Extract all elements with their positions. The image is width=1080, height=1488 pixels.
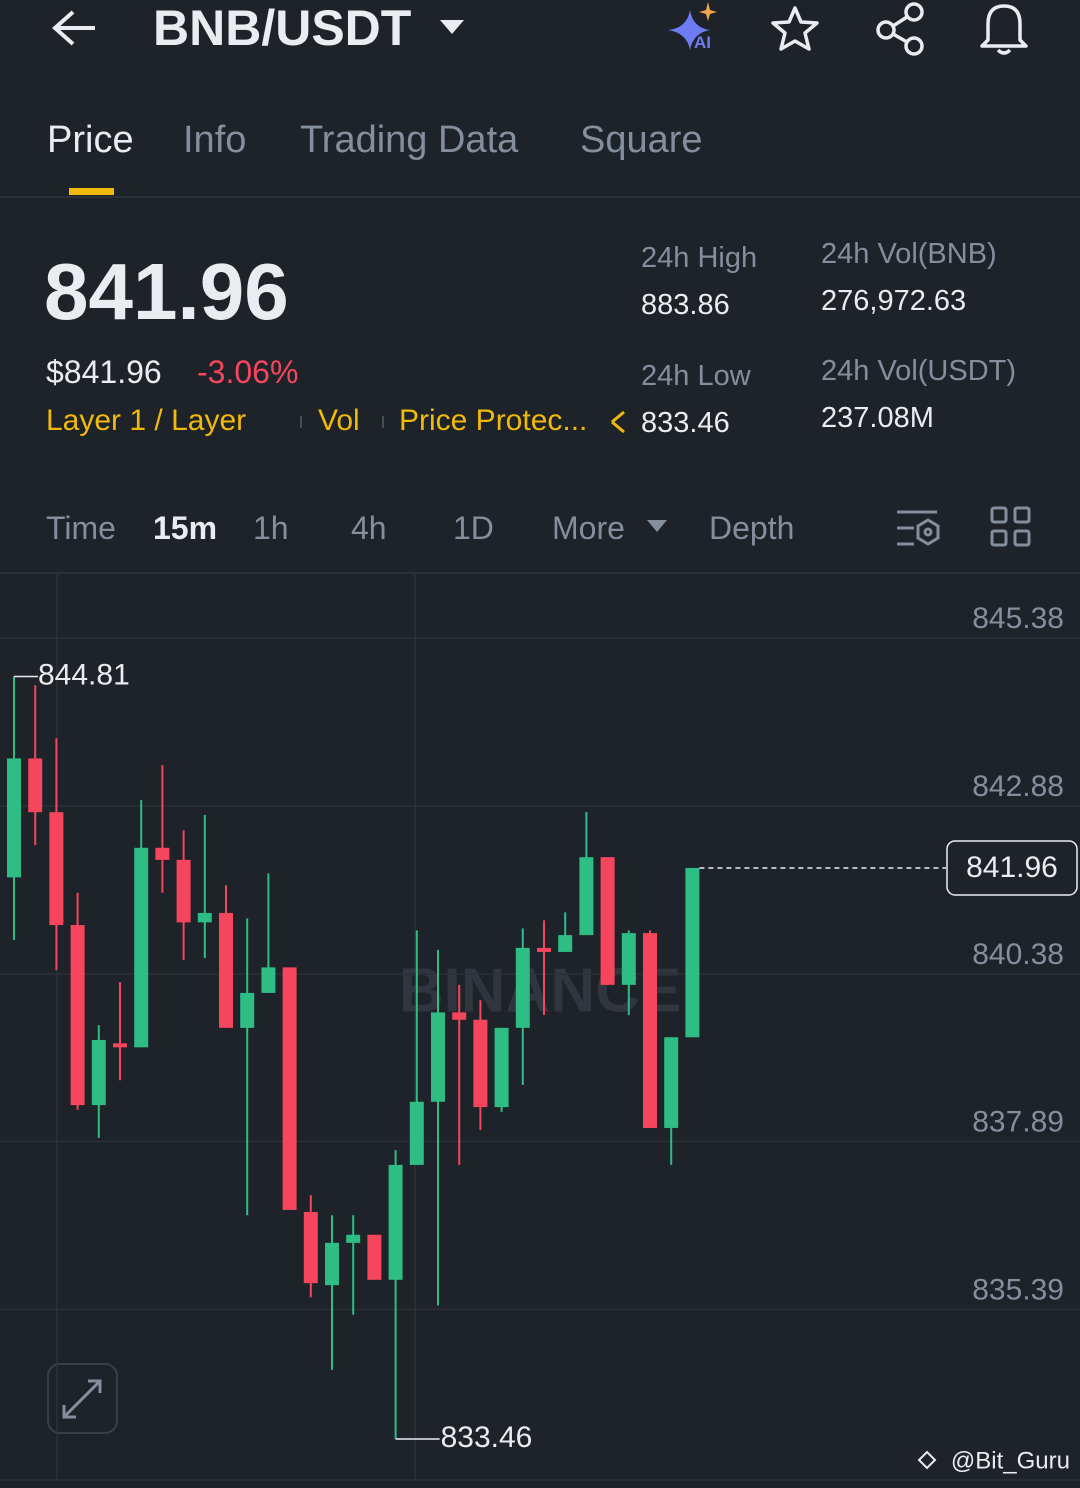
y-tick-label: 835.39 <box>972 1273 1064 1306</box>
last-price: 841.96 <box>44 247 289 336</box>
candle-body <box>176 859 191 923</box>
ai-icon[interactable] <box>668 10 710 50</box>
pair-dropdown[interactable] <box>440 20 464 34</box>
tag[interactable]: Price Protec... <box>399 404 588 437</box>
tag-arrow <box>611 410 625 434</box>
candle-body <box>155 847 170 860</box>
y-tick-label: 840.38 <box>972 938 1064 971</box>
favorite-icon[interactable] <box>771 6 819 51</box>
stat-label: 24h Low <box>641 360 751 392</box>
candle-body <box>49 812 64 926</box>
candle-body <box>579 857 594 936</box>
tab-indicator <box>69 188 114 195</box>
tab[interactable]: Price <box>47 119 134 161</box>
interval[interactable]: Depth <box>709 510 795 546</box>
candle-body <box>28 758 43 813</box>
interval[interactable]: Time <box>46 510 116 546</box>
layout-icon[interactable] <box>990 506 1031 547</box>
candle-body <box>685 867 700 1038</box>
back-arrow[interactable] <box>51 10 95 46</box>
pair[interactable]: BNB/USDT <box>153 0 412 56</box>
stat-label: 24h Vol(USDT) <box>821 355 1017 387</box>
candle-body <box>473 1019 488 1108</box>
tag[interactable]: Layer 1 / Layer <box>46 404 247 437</box>
fullscreen-button[interactable] <box>47 1363 118 1434</box>
candle-body <box>452 1012 467 1020</box>
candle-body <box>600 857 615 985</box>
y-tick-label: 845.38 <box>972 602 1064 635</box>
stat-value: 883.86 <box>641 289 730 321</box>
candle-body <box>558 935 573 952</box>
candle-body <box>325 1242 339 1286</box>
candle-body <box>261 967 276 993</box>
candle-body <box>388 1164 403 1280</box>
candle-body <box>346 1234 361 1243</box>
y-tick-label: 837.89 <box>972 1105 1064 1138</box>
candle-body <box>113 1043 127 1048</box>
tab[interactable]: Square <box>580 119 703 161</box>
credit-logo <box>917 1450 937 1470</box>
high-label: 844.81 <box>38 658 130 691</box>
candle-body <box>643 933 657 1128</box>
ai-spark <box>699 2 717 21</box>
tab[interactable]: Info <box>183 119 247 161</box>
interval[interactable]: More <box>552 510 625 546</box>
usd-price: $841.96 <box>46 354 162 390</box>
y-tick-label: 842.88 <box>972 770 1064 803</box>
candle-body <box>240 992 255 1028</box>
candle-body <box>134 847 149 1048</box>
low-label: 833.46 <box>441 1421 533 1454</box>
stat-label: 24h Vol(BNB) <box>821 238 997 270</box>
tab[interactable]: Trading Data <box>300 119 519 161</box>
last-price-box <box>946 840 1078 896</box>
ai-label: AI <box>694 33 711 52</box>
interval[interactable]: 15m <box>153 510 218 546</box>
change: -3.06% <box>197 354 299 390</box>
candle-body <box>621 933 636 985</box>
candle-body <box>91 1039 106 1106</box>
interval[interactable]: 1h <box>253 510 289 546</box>
candle-body <box>303 1211 318 1284</box>
more-dropdown[interactable] <box>647 520 667 532</box>
alert-icon[interactable] <box>980 4 1028 55</box>
interval[interactable]: 1D <box>453 510 494 546</box>
candle-body <box>7 758 21 878</box>
interval[interactable]: 4h <box>351 510 387 546</box>
last-price-label: 841.96 <box>966 851 1058 884</box>
candle-body <box>537 947 551 952</box>
candle-body <box>431 1012 445 1102</box>
stat-value: 276,972.63 <box>821 285 967 317</box>
stat-label: 24h High <box>641 242 758 274</box>
stat-value: 237.08M <box>821 402 934 434</box>
tag[interactable]: Vol <box>318 404 360 437</box>
candle-body <box>409 1101 424 1165</box>
candle-body <box>219 912 233 1028</box>
fullscreen-icon <box>62 1379 102 1419</box>
candle-body <box>664 1037 679 1128</box>
candle-body <box>515 947 530 1028</box>
indicator-icon[interactable] <box>897 510 940 546</box>
stat-value: 833.46 <box>641 407 730 439</box>
candle-body <box>367 1234 382 1280</box>
candle-body <box>197 912 212 923</box>
candle-body <box>282 967 297 1210</box>
candle-body <box>494 1027 509 1108</box>
share-icon[interactable] <box>876 2 924 56</box>
candle-body <box>70 925 85 1106</box>
credit: @Bit_Guru <box>951 1447 1070 1474</box>
